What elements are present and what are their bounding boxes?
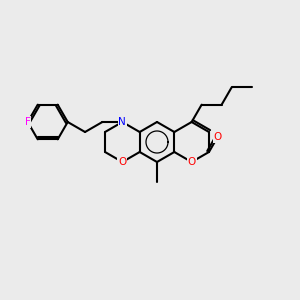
- Text: O: O: [118, 157, 127, 167]
- Text: O: O: [214, 132, 222, 142]
- Text: F: F: [25, 117, 31, 127]
- Text: O: O: [188, 157, 196, 167]
- Text: N: N: [118, 117, 126, 127]
